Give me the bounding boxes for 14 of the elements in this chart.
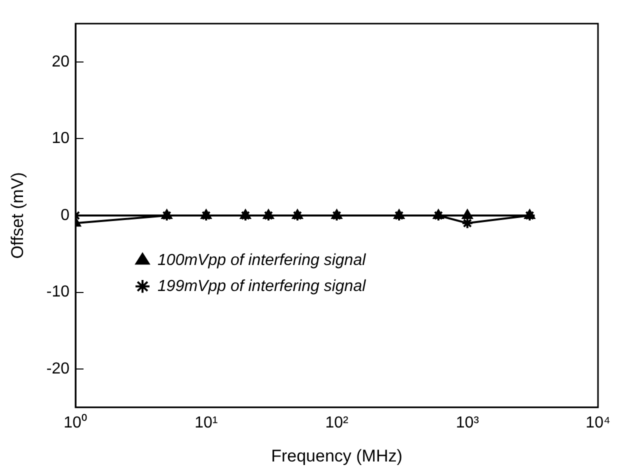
legend-label: 100mVpp of interfering signal <box>158 252 366 269</box>
y-tick-label: -10 <box>46 284 70 301</box>
x-tick-label: 10² <box>325 414 349 432</box>
x-tick-label: 10¹ <box>194 414 218 432</box>
y-tick-label: 10 <box>52 130 70 148</box>
x-axis-title: Frequency (MHz) <box>271 446 402 466</box>
x-tick-label: 10⁴ <box>586 414 610 432</box>
y-axis-title: Offset (mV) <box>8 172 27 259</box>
y-tick-label: 20 <box>52 53 70 70</box>
x-tick-label: 10³ <box>456 414 480 432</box>
y-tick-label: 0 <box>60 206 70 224</box>
x-tick-label: 10⁰ <box>64 413 88 432</box>
legend-label: 199mVpp of interfering signal <box>158 278 366 295</box>
y-tick-label: -20 <box>46 360 70 378</box>
